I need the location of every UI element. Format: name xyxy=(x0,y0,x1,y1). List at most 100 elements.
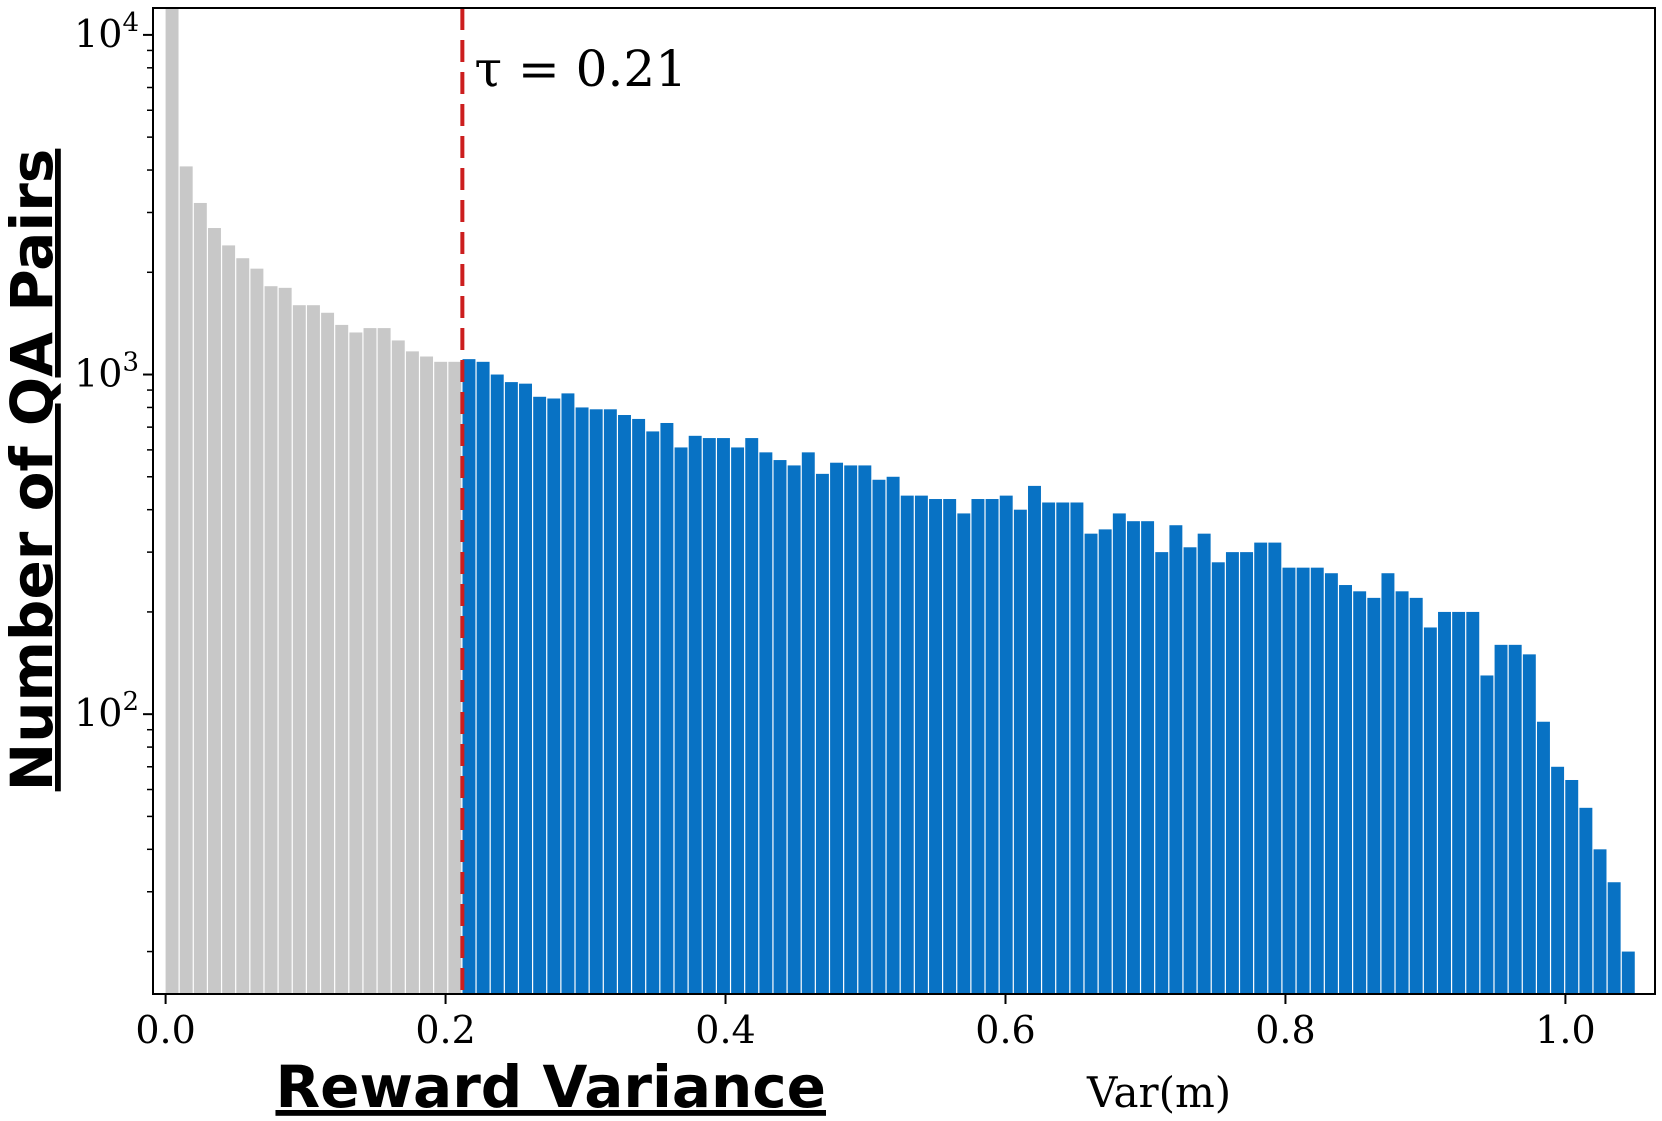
histogram-bar xyxy=(476,361,490,995)
histogram-bar xyxy=(292,305,306,994)
histogram-bar xyxy=(420,356,434,994)
histogram-bar xyxy=(815,473,829,994)
histogram-bar xyxy=(1070,502,1084,994)
histogram-bar xyxy=(575,407,589,994)
histogram-bar xyxy=(547,398,561,994)
histogram-bar xyxy=(1240,552,1254,994)
x-tick-label: 0.8 xyxy=(1255,1008,1315,1052)
histogram-bar xyxy=(1438,611,1451,994)
histogram-bar xyxy=(618,415,631,994)
histogram-bar xyxy=(1494,644,1508,994)
y-axis-label: Number of QA Pairs xyxy=(0,149,66,792)
y-tick-label: 104 xyxy=(74,8,139,56)
histogram-bar xyxy=(377,328,391,994)
histogram-bar xyxy=(957,513,971,994)
histogram-bar xyxy=(646,431,660,994)
histogram-bar xyxy=(1522,654,1536,994)
histogram-bar xyxy=(1225,552,1239,994)
histogram-bar xyxy=(250,268,264,994)
histogram-bar xyxy=(801,452,815,994)
histogram-bar xyxy=(222,245,236,994)
histogram-bar xyxy=(1112,513,1126,994)
histogram-bar xyxy=(264,286,278,994)
histogram-bar xyxy=(1268,542,1282,994)
y-axis: 102 103 104 xyxy=(74,8,153,735)
histogram-bar xyxy=(731,447,745,994)
histogram-bar xyxy=(929,499,942,994)
histogram-bar xyxy=(1155,552,1169,994)
histogram-bar xyxy=(1536,721,1550,994)
histogram-bar xyxy=(830,462,844,994)
histogram-bar xyxy=(716,438,730,994)
histogram-bar xyxy=(702,438,716,994)
histogram-bar xyxy=(165,8,179,994)
histogram-bar xyxy=(1211,562,1225,994)
histogram-bar xyxy=(533,396,547,994)
x-tick-label: 0.2 xyxy=(415,1008,475,1052)
histogram-bar xyxy=(1310,567,1324,994)
histogram-bar xyxy=(1141,521,1155,994)
x-tick-label: 0.0 xyxy=(135,1008,195,1052)
histogram-bar xyxy=(1339,585,1353,994)
histogram-bar xyxy=(1013,509,1027,994)
histogram-bar xyxy=(561,393,575,995)
x-axis: 0.0 0.2 0.4 0.6 0.8 1.0 xyxy=(135,994,1596,1052)
histogram-bar xyxy=(1565,779,1579,994)
histogram-bar xyxy=(1367,597,1381,994)
bar-group xyxy=(165,8,1635,995)
histogram-bar xyxy=(1197,533,1211,994)
histogram-bar xyxy=(1296,567,1310,994)
histogram-bar xyxy=(999,495,1013,994)
histogram-bar xyxy=(349,332,363,995)
histogram-bar xyxy=(504,382,518,994)
histogram-bar xyxy=(391,340,405,994)
histogram-bar xyxy=(321,312,335,994)
histogram-bar xyxy=(759,452,773,994)
histogram-bar xyxy=(787,465,801,994)
histogram-bar xyxy=(490,374,504,994)
histogram-bar xyxy=(1169,525,1183,994)
y-axis-minor-ticks xyxy=(147,49,153,953)
histogram-bar xyxy=(589,409,603,995)
x-tick-label: 0.4 xyxy=(695,1008,755,1052)
histogram-bar xyxy=(844,465,858,994)
histogram-bar xyxy=(632,418,646,995)
threshold-label: τ = 0.21 xyxy=(474,40,687,98)
histogram-bar xyxy=(773,460,787,994)
histogram-bar xyxy=(208,228,221,994)
histogram-bar xyxy=(1395,591,1409,994)
histogram-bar xyxy=(434,361,448,995)
histogram-bar xyxy=(660,422,674,994)
histogram-bar xyxy=(985,499,999,994)
histogram-bar xyxy=(1480,675,1494,994)
histogram-bar xyxy=(1084,533,1098,994)
histogram-bar xyxy=(179,166,193,995)
histogram-bar xyxy=(1423,627,1437,994)
histogram-bar xyxy=(1282,567,1296,994)
histogram-bar xyxy=(603,409,617,995)
histogram-bar xyxy=(193,202,207,994)
histogram-bar xyxy=(1056,502,1070,994)
histogram-bar xyxy=(872,479,886,994)
histogram-bar xyxy=(971,499,985,994)
histogram-bar xyxy=(1607,882,1621,994)
x-axis-label: Reward Variance xyxy=(275,1053,826,1121)
histogram-bar xyxy=(1381,573,1395,994)
histogram-bar xyxy=(1028,485,1041,994)
histogram-bar xyxy=(363,328,377,994)
histogram-bar xyxy=(1452,611,1466,994)
histogram-bar xyxy=(943,499,957,994)
histogram-bar xyxy=(1042,502,1056,994)
histogram-bar xyxy=(1409,597,1423,994)
histogram-bar xyxy=(448,361,462,995)
histogram-bar xyxy=(858,465,872,994)
plot-frame xyxy=(152,7,1656,995)
histogram-bar xyxy=(1508,644,1522,994)
histogram-bar xyxy=(1551,766,1565,994)
histogram-bar xyxy=(278,287,292,994)
histogram-bar xyxy=(1593,849,1607,994)
histogram-bar xyxy=(1098,529,1112,994)
histogram-bar xyxy=(745,438,759,994)
histogram-bar xyxy=(335,324,349,995)
